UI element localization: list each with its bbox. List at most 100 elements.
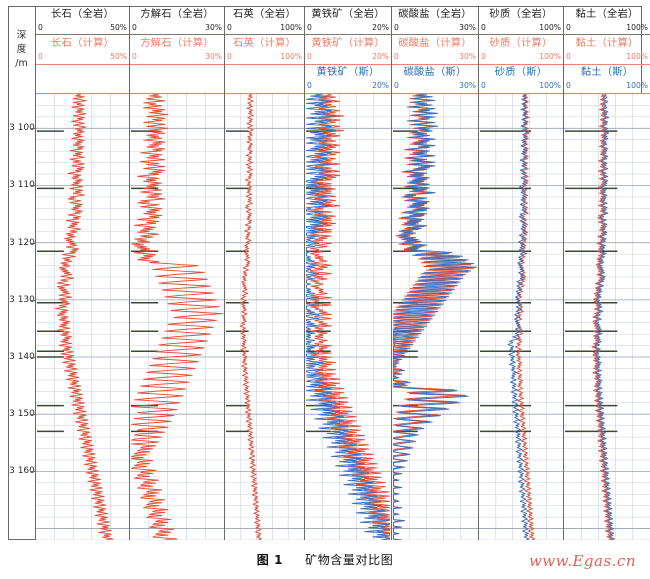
curve-title-sand-core: 砂质（全岩） xyxy=(489,7,553,20)
scale-feldspar-core: 0 50% xyxy=(38,22,127,34)
header-row-pyrite-schlumberger: 黄铁矿（斯） 0 20% xyxy=(305,65,391,94)
header-row-sand-schlumberger: 砂质（斯） 0 100% xyxy=(479,65,563,94)
curve-sand xyxy=(514,94,536,540)
header-column-pyrite: 黄铁矿（全岩） 0 20% 黄铁矿（计算） 0 20% 黄铁矿（斯） 0 20% xyxy=(305,6,392,94)
scale-min: 0 xyxy=(566,22,571,32)
scale-min: 0 xyxy=(481,22,486,32)
scale-min: 0 xyxy=(132,51,137,61)
scale-min: 0 xyxy=(227,22,232,32)
depth-title-line-3: /m xyxy=(15,57,28,69)
curve-title-calcite-core: 方解石（全岩） xyxy=(140,7,214,20)
scale-pyrite-core: 0 20% xyxy=(307,22,389,34)
scale-max: 30% xyxy=(205,51,222,61)
scale-min: 0 xyxy=(227,51,232,61)
scale-max: 100% xyxy=(626,81,648,91)
curve-title-feldspar-core: 长石（全岩） xyxy=(51,7,114,20)
curve-feldspar xyxy=(55,94,114,540)
scale-max: 100% xyxy=(626,51,648,61)
track-calcite xyxy=(130,94,225,540)
header-row-feldspar-core: 长石（全岩） 0 50% xyxy=(36,6,129,36)
curve-title-clay-computed: 黏土（计算） xyxy=(575,36,639,49)
caption-text: 矿物含量对比图 xyxy=(305,553,394,567)
curve-quartz xyxy=(239,94,262,540)
depth-tick-mark xyxy=(30,185,35,187)
scale-quartz-core: 0 100% xyxy=(227,22,302,34)
header-column-sand: 砂质（全岩） 0 100% 砂质（计算） 0 100% 砂质（斯） 0 100% xyxy=(479,6,564,94)
header-row-pyrite-core: 黄铁矿（全岩） 0 20% xyxy=(305,6,391,36)
header-row-clay-core: 黏土（全岩） 0 100% xyxy=(564,6,650,36)
scale-min: 0 xyxy=(38,51,43,61)
scale-max: 100% xyxy=(280,51,302,61)
scale-min: 0 xyxy=(38,22,43,32)
scale-max: 100% xyxy=(539,51,561,61)
curve-sand xyxy=(507,94,530,540)
scale-clay-computed: 0 100% xyxy=(566,51,648,63)
watermark: www.Egas.cn xyxy=(528,552,636,570)
scale-max: 50% xyxy=(110,22,127,32)
scale-min: 0 xyxy=(481,81,486,91)
scale-clay-schlumberger: 0 100% xyxy=(566,80,648,92)
header-column-feldspar: 长石（全岩） 0 50% 长石（计算） 0 50% xyxy=(36,6,130,94)
depth-tick-label: 3 110 xyxy=(9,180,35,191)
curve-title-quartz-core: 石英（全岩） xyxy=(233,7,296,20)
chart-body: 3 100 3 110 3 120 3 130 3 140 3 150 3 160 xyxy=(8,94,650,540)
scale-min: 0 xyxy=(481,51,486,61)
curve-title-feldspar-computed: 长石（计算） xyxy=(51,36,114,49)
scale-min: 0 xyxy=(394,22,399,32)
scale-pyrite-computed: 0 20% xyxy=(307,51,389,63)
header-row-clay-schlumberger: 黏土（斯） 0 100% xyxy=(564,65,650,94)
curve-title-clay-core: 黏土（全岩） xyxy=(575,7,639,20)
header-row-quartz-core: 石英（全岩） 0 100% xyxy=(225,6,304,36)
track-canvas-feldspar xyxy=(36,94,129,540)
scale-max: 30% xyxy=(205,22,222,32)
scale-max: 20% xyxy=(372,81,389,91)
curve-title-carbonate-core: 碳酸盐（全岩） xyxy=(398,7,472,20)
header-row-carbonate-core: 碳酸盐（全岩） 0 30% xyxy=(392,6,478,36)
track-clay xyxy=(564,94,650,540)
scale-quartz-computed: 0 100% xyxy=(227,51,302,63)
track-feldspar xyxy=(36,94,130,540)
depth-tick-label: 3 130 xyxy=(9,294,35,305)
curve-title-carbonate-schlumberger: 碳酸盐（斯） xyxy=(403,66,467,79)
scale-min: 0 xyxy=(307,81,312,91)
scale-min: 0 xyxy=(566,81,571,91)
scale-max: 100% xyxy=(626,22,648,32)
scale-min: 0 xyxy=(307,22,312,32)
curve-title-carbonate-computed: 碳酸盐（计算） xyxy=(398,36,472,49)
track-carbonate xyxy=(392,94,479,540)
scale-max: 100% xyxy=(539,22,561,32)
depth-title-line-2: 度 xyxy=(16,44,27,56)
curve-title-sand-schlumberger: 砂质（斯） xyxy=(494,66,548,79)
scale-carbonate-computed: 0 30% xyxy=(394,51,476,63)
header-row-pyrite-computed: 黄铁矿（计算） 0 20% xyxy=(305,35,391,65)
scale-clay-core: 0 100% xyxy=(566,22,648,34)
header-row-carbonate-computed: 碳酸盐（计算） 0 30% xyxy=(392,35,478,65)
track-quartz xyxy=(225,94,305,540)
track-canvas-sand xyxy=(479,94,563,540)
track-header: 深 度 /m 长石（全岩） 0 50% 长石（计算） 0 50% 方解石（全岩） 0 30% 方解… xyxy=(8,6,650,94)
curve-carbonate xyxy=(393,94,477,540)
header-row-calcite-none xyxy=(130,65,224,94)
track-sand xyxy=(479,94,564,540)
track-canvas-clay xyxy=(564,94,650,540)
curve-title-pyrite-schlumberger: 黄铁矿（斯） xyxy=(316,66,380,79)
curve-title-clay-schlumberger: 黏土（斯） xyxy=(580,66,634,79)
header-column-quartz: 石英（全岩） 0 100% 石英（计算） 0 100% xyxy=(225,6,305,94)
depth-tick-mark xyxy=(30,299,35,301)
scale-max: 20% xyxy=(372,22,389,32)
curve-title-pyrite-computed: 黄铁矿（计算） xyxy=(311,36,385,49)
scale-max: 50% xyxy=(110,51,127,61)
depth-tick-mark xyxy=(30,242,35,244)
scale-feldspar-computed: 0 50% xyxy=(38,51,127,63)
scale-min: 0 xyxy=(307,51,312,61)
header-row-carbonate-schlumberger: 碳酸盐（斯） 0 30% xyxy=(392,65,478,94)
scale-calcite-computed: 0 30% xyxy=(132,51,222,63)
curve-title-calcite-computed: 方解石（计算） xyxy=(140,36,214,49)
header-row-clay-computed: 黏土（计算） 0 100% xyxy=(564,35,650,65)
scale-max: 30% xyxy=(459,51,476,61)
log-tracks xyxy=(36,94,650,540)
track-canvas-carbonate xyxy=(392,94,478,540)
scale-min: 0 xyxy=(566,51,571,61)
depth-tick-label: 3 100 xyxy=(9,123,35,134)
scale-max: 100% xyxy=(280,22,302,32)
